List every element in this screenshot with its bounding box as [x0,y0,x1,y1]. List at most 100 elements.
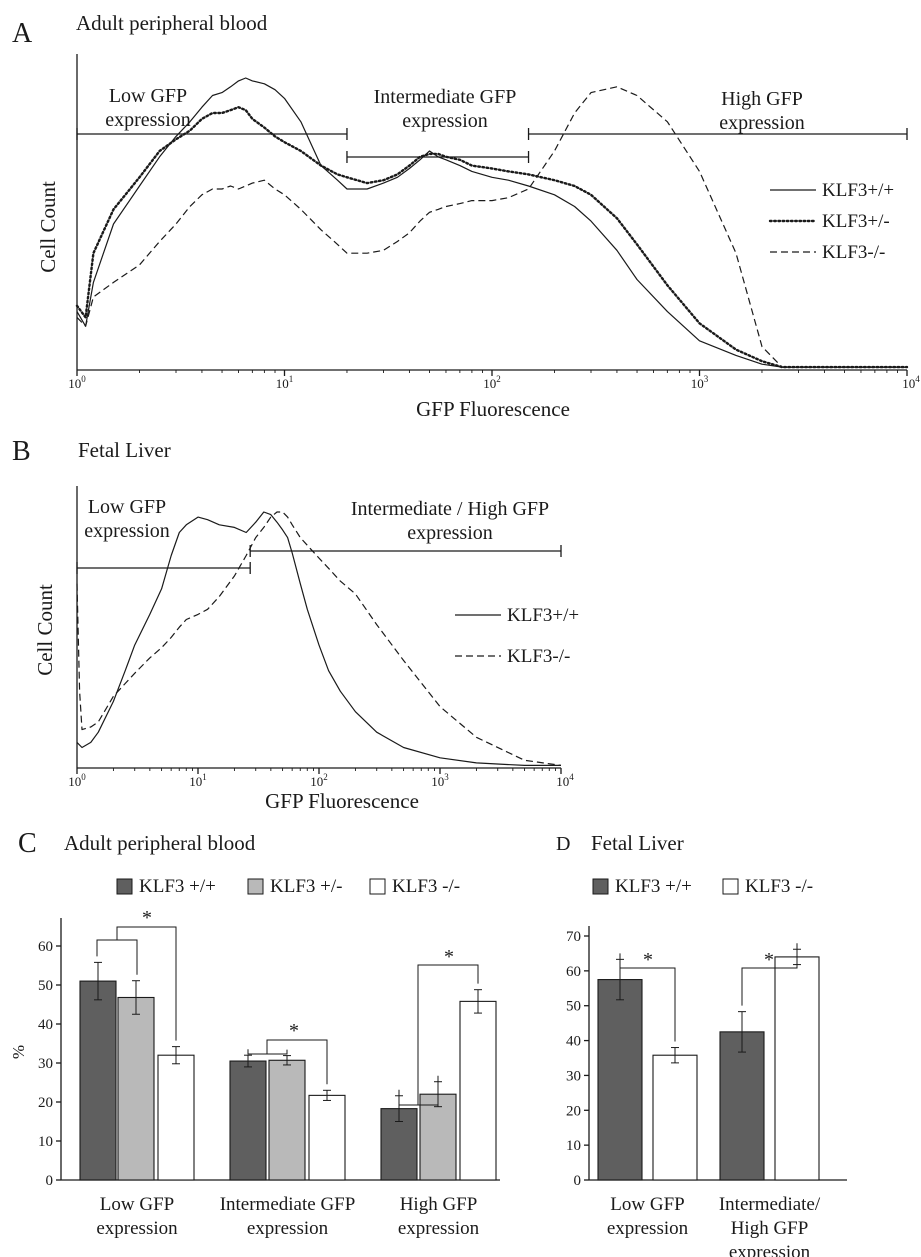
bar-KLF3 -/- [308,1094,346,1181]
bar-KLF3 +/- [419,1093,457,1181]
legend-label: KLF3+/- [822,211,890,232]
y-tick-label: 70 [566,929,581,945]
panel-b-title: Fetal Liver [78,438,171,462]
y-tick-label: 50 [566,999,581,1015]
legend-swatch-KLF3 -/- [369,878,386,895]
panel-d-letter: D [556,833,570,855]
range-label: expression [105,109,191,131]
y-tick-label: 40 [566,1034,581,1050]
y-tick-label: 10 [38,1134,53,1150]
x-tick-label: 102 [310,772,328,789]
panel-a-xlabel: GFP Fluorescence [416,397,570,421]
series-KLF3+/--line [75,105,909,369]
group-bracket [96,939,138,975]
category-label: expression [247,1218,329,1239]
bar-KLF3 +/+ [719,1031,765,1181]
series-KLF3+/+-line [76,511,561,767]
panel-a-title: Adult peripheral blood [76,11,268,35]
x-tick-label: 101 [276,374,294,391]
panel-b-letter: B [12,436,31,467]
range-label: expression [719,112,805,134]
range-label: Intermediate GFP [374,86,517,108]
panel-c-title: Adult peripheral blood [64,831,256,855]
legend-label: KLF3 -/- [745,876,813,897]
legend-label: KLF3 -/- [392,876,460,897]
legend-swatch-KLF3 -/- [722,878,739,895]
y-tick-label: 20 [566,1103,581,1119]
y-tick-label: 0 [46,1173,54,1189]
legend-swatch-KLF3 +/+ [116,878,133,895]
panel-d-bar-chart: 0 10 20 30 40 50 60 70 Low GFP expression Intermed… [566,876,847,1257]
y-tick-label: 50 [38,978,53,994]
bar-KLF3 +/+ [229,1060,267,1181]
panel-c-letter: C [18,828,37,859]
significance-star: * [444,946,454,968]
panel-c-ylabel: % [9,1045,28,1059]
significance-bracket [116,926,177,1041]
x-tick-label: 100 [68,374,86,391]
category-label: Low GFP [100,1194,174,1215]
panel-a-ylabel: Cell Count [36,181,60,273]
y-tick-label: 40 [38,1017,53,1033]
range-label: Intermediate / High GFP [351,498,549,520]
legend-label: KLF3+/+ [822,180,894,201]
panel-a-letter: A [12,18,33,49]
significance-star: * [643,949,653,971]
x-tick-label: 103 [691,374,709,391]
significance-bracket [266,1039,328,1085]
range-label: expression [402,110,488,132]
y-tick-label: 60 [38,939,53,955]
series-KLF3-/--line [76,511,562,766]
panel-b-ylabel: Cell Count [33,584,57,676]
category-label: Low GFP [610,1194,684,1215]
legend-label: KLF3 +/+ [615,876,692,897]
bar-KLF3 +/+ [79,980,117,1181]
x-tick-label: 101 [189,772,207,789]
y-tick-label: 0 [574,1173,582,1189]
range-label: Low GFP [109,85,187,107]
significance-bracket [741,943,798,1006]
panel-b-xlabel: GFP Fluorescence [265,789,419,813]
significance-star: * [142,907,152,929]
y-tick-label: 20 [38,1095,53,1111]
category-label: High GFP [400,1194,478,1215]
legend-label: KLF3-/- [507,646,570,667]
legend-swatch-KLF3 +/- [247,878,264,895]
legend-label: KLF3 +/- [270,876,342,897]
category-label: Intermediate GFP [220,1194,356,1215]
category-label: High GFP [731,1218,809,1239]
bar-KLF3 +/- [117,996,155,1181]
significance-star: * [289,1020,299,1042]
category-label: expression [729,1242,811,1257]
bar-KLF3 -/- [774,956,820,1181]
y-tick-label: 10 [566,1138,581,1154]
legend-label: KLF3-/- [822,242,885,263]
legend-swatch-KLF3 +/+ [592,878,609,895]
range-label: High GFP [721,88,803,110]
bar-KLF3 -/- [652,1054,698,1181]
range-label: Low GFP [88,496,166,518]
range-label: expression [407,522,493,544]
bar-KLF3 +/+ [597,979,643,1181]
bar-KLF3 +/- [268,1059,306,1181]
series-KLF3-/--line [76,86,907,368]
y-tick-label: 60 [566,964,581,980]
panel-c-bar-chart: 0 10 20 30 40 50 60 Low GFP expression Intermedia… [38,876,500,1239]
significance-bracket [619,953,676,1042]
x-tick-label: 102 [483,374,501,391]
category-label: expression [398,1218,480,1239]
legend-label: KLF3+/+ [507,605,579,626]
x-tick-label: 104 [556,772,574,789]
category-label: expression [607,1218,689,1239]
panel-d-title: Fetal Liver [591,831,684,855]
x-tick-label: 103 [431,772,449,789]
category-label: Intermediate/ [719,1194,821,1215]
range-label: expression [84,520,170,542]
series-KLF3+/+-line [76,77,907,368]
x-tick-label: 100 [68,772,86,789]
legend-label: KLF3 +/+ [139,876,216,897]
significance-star: * [764,949,774,971]
